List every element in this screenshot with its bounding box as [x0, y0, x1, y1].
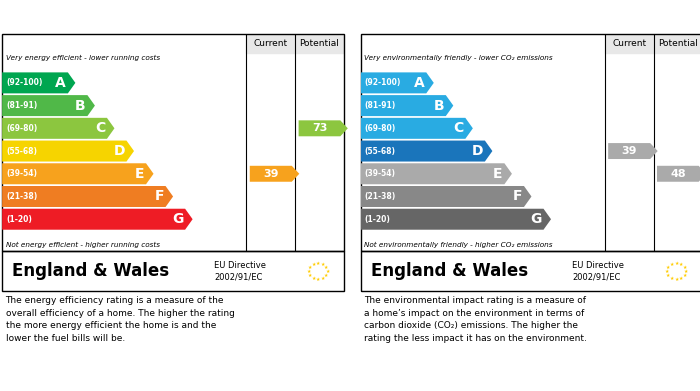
Text: Environmental Impact (CO₂) Rating: Environmental Impact (CO₂) Rating — [365, 11, 598, 24]
Text: The environmental impact rating is a measure of
a home’s impact on the environme: The environmental impact rating is a mea… — [364, 296, 587, 343]
Polygon shape — [360, 209, 551, 230]
Text: E: E — [135, 167, 144, 181]
Text: ★: ★ — [312, 262, 316, 267]
Text: ★: ★ — [684, 269, 688, 274]
Text: ★: ★ — [324, 265, 328, 270]
Text: ★: ★ — [674, 261, 679, 265]
Text: ★: ★ — [679, 262, 683, 267]
Text: EU Directive
2002/91/EC: EU Directive 2002/91/EC — [573, 261, 624, 282]
Text: (92-100): (92-100) — [6, 78, 43, 87]
Text: (55-68): (55-68) — [6, 147, 37, 156]
Text: 39: 39 — [622, 146, 637, 156]
Text: (69-80): (69-80) — [365, 124, 395, 133]
Text: England & Wales: England & Wales — [13, 262, 169, 280]
Text: ★: ★ — [682, 273, 687, 278]
Text: ★: ★ — [312, 276, 316, 281]
Text: 73: 73 — [312, 123, 327, 133]
Text: ★: ★ — [670, 276, 674, 281]
Text: F: F — [512, 190, 522, 203]
Polygon shape — [360, 140, 492, 161]
Text: (39-54): (39-54) — [365, 169, 395, 178]
Text: G: G — [531, 212, 542, 226]
Text: D: D — [113, 144, 125, 158]
Text: ★: ★ — [670, 262, 674, 267]
Text: B: B — [75, 99, 85, 113]
Text: (55-68): (55-68) — [365, 147, 395, 156]
Text: Current: Current — [253, 39, 288, 48]
Text: B: B — [433, 99, 444, 113]
Polygon shape — [250, 166, 300, 182]
Text: ★: ★ — [666, 265, 671, 270]
Text: ★: ★ — [316, 261, 321, 265]
Text: Not environmentally friendly - higher CO₂ emissions: Not environmentally friendly - higher CO… — [364, 242, 552, 248]
Polygon shape — [657, 166, 700, 182]
Text: (92-100): (92-100) — [365, 78, 401, 87]
Text: (81-91): (81-91) — [365, 101, 395, 110]
Text: 39: 39 — [263, 169, 279, 179]
Text: Potential: Potential — [300, 39, 339, 48]
Text: ★: ★ — [679, 276, 683, 281]
Text: ★: ★ — [324, 273, 328, 278]
Text: G: G — [172, 212, 183, 226]
Text: ★: ★ — [326, 269, 330, 274]
Text: (21-38): (21-38) — [6, 192, 37, 201]
Text: (1-20): (1-20) — [365, 215, 391, 224]
Polygon shape — [360, 72, 434, 93]
Text: Potential: Potential — [658, 39, 698, 48]
Text: The energy efficiency rating is a measure of the
overall efficiency of a home. T: The energy efficiency rating is a measur… — [6, 296, 234, 343]
Polygon shape — [2, 209, 192, 230]
Text: D: D — [472, 144, 483, 158]
Polygon shape — [2, 186, 173, 207]
Polygon shape — [2, 163, 153, 184]
Polygon shape — [360, 118, 473, 139]
Text: EU Directive
2002/91/EC: EU Directive 2002/91/EC — [214, 261, 266, 282]
Text: ★: ★ — [682, 265, 687, 270]
Text: ★: ★ — [321, 276, 325, 281]
Text: ★: ★ — [665, 269, 669, 274]
Text: ★: ★ — [308, 265, 312, 270]
Polygon shape — [608, 143, 658, 159]
Text: (21-38): (21-38) — [365, 192, 395, 201]
Text: Current: Current — [612, 39, 646, 48]
Text: ★: ★ — [674, 277, 679, 282]
Text: ★: ★ — [321, 262, 325, 267]
Text: A: A — [55, 76, 66, 90]
Text: ★: ★ — [666, 273, 671, 278]
Polygon shape — [2, 95, 95, 116]
Polygon shape — [2, 118, 115, 139]
Text: ★: ★ — [307, 269, 311, 274]
Text: England & Wales: England & Wales — [371, 262, 528, 280]
Polygon shape — [360, 95, 454, 116]
Text: ★: ★ — [308, 273, 312, 278]
Polygon shape — [299, 120, 348, 136]
Text: (39-54): (39-54) — [6, 169, 37, 178]
Text: (69-80): (69-80) — [6, 124, 37, 133]
Text: Energy Efficiency Rating: Energy Efficiency Rating — [7, 11, 169, 24]
Polygon shape — [360, 163, 512, 184]
Text: A: A — [414, 76, 424, 90]
Text: Not energy efficient - higher running costs: Not energy efficient - higher running co… — [6, 242, 160, 248]
Text: E: E — [494, 167, 503, 181]
Text: Very energy efficient - lower running costs: Very energy efficient - lower running co… — [6, 55, 160, 61]
Text: (1-20): (1-20) — [6, 215, 32, 224]
Polygon shape — [360, 186, 531, 207]
Text: 48: 48 — [670, 169, 686, 179]
Polygon shape — [2, 72, 76, 93]
Text: C: C — [95, 121, 105, 135]
Text: C: C — [454, 121, 463, 135]
Polygon shape — [2, 140, 134, 161]
Text: F: F — [154, 190, 164, 203]
Text: (81-91): (81-91) — [6, 101, 37, 110]
Text: ★: ★ — [316, 277, 321, 282]
Text: Very environmentally friendly - lower CO₂ emissions: Very environmentally friendly - lower CO… — [364, 55, 552, 61]
